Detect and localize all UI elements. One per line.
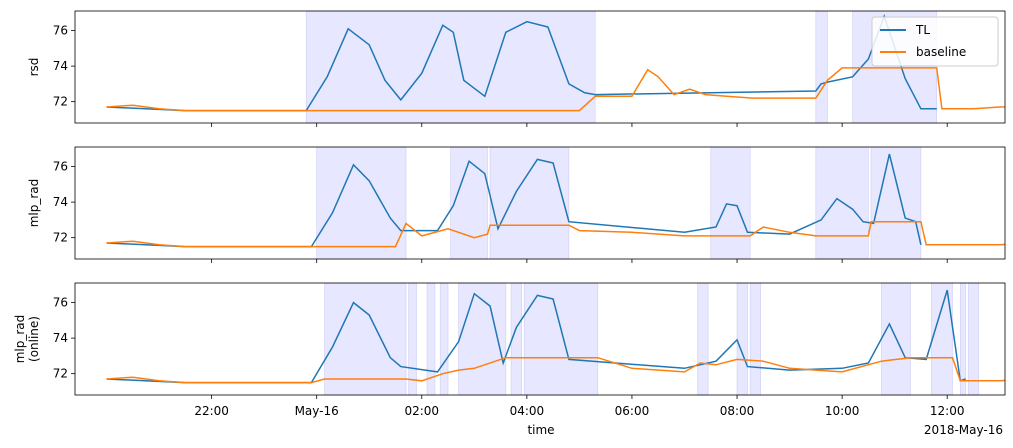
y-axis-label: mlp_rad (27, 179, 41, 228)
highlight-span (749, 282, 761, 396)
y-tick-label: 76 (53, 296, 68, 310)
y-axis-label-line: (online) (27, 316, 41, 362)
y-tick-label: 74 (53, 331, 68, 345)
y-axis-label: mlp_rad(online) (13, 315, 41, 364)
legend: TL baseline (871, 16, 999, 67)
y-tick-label: 76 (53, 160, 68, 174)
x-tick-label: May-16 (295, 404, 339, 418)
panel-3: 72 74 76 22:00 May-16 02:00 04:00 06:00 08:00 10:… (13, 282, 1006, 418)
y-axis-label-line: rsd (27, 58, 41, 77)
highlight-span (324, 282, 407, 396)
legend-label: TL (915, 23, 930, 37)
plot-frame (74, 10, 1006, 124)
plot-frame (74, 282, 1006, 396)
tl-line (106, 289, 966, 384)
highlight-span (439, 282, 449, 396)
highlight-span (408, 282, 417, 396)
highlight-span (450, 146, 488, 260)
highlight-span (523, 282, 599, 396)
highlight-span (305, 10, 596, 124)
y-axis-label-line: mlp_rad (13, 315, 27, 364)
y-tick-label: 72 (53, 95, 68, 109)
highlight-span (960, 282, 966, 396)
highlight-span (710, 146, 751, 260)
y-tick-label: 72 (53, 231, 68, 245)
highlight-span (489, 146, 570, 260)
y-tick-label: 72 (53, 367, 68, 381)
baseline-line (106, 356, 1005, 384)
y-tick-label: 76 (53, 24, 68, 38)
panel-1: 72 74 76 rsd (27, 10, 1006, 127)
highlight-span (967, 282, 980, 396)
baseline-line (106, 67, 1005, 112)
x-axis-label: time (527, 423, 554, 437)
legend-label: baseline (916, 45, 966, 59)
x-tick-label: 04:00 (510, 404, 545, 418)
y-axis-label-line: mlp_rad (27, 179, 41, 228)
x-tick-label: 06:00 (615, 404, 650, 418)
highlight-span (870, 146, 922, 260)
date-label: 2018-May-16 (924, 423, 1003, 437)
y-tick-label: 74 (53, 59, 68, 73)
tl-line (106, 153, 922, 248)
x-tick-label: 10:00 (825, 404, 860, 418)
y-axis-label: rsd (27, 58, 41, 77)
highlight-span (697, 282, 709, 396)
highlight-span (736, 282, 748, 396)
highlight-span (815, 10, 828, 124)
y-tick-label: 74 (53, 195, 68, 209)
plot-frame (74, 146, 1006, 260)
x-tick-label: 08:00 (720, 404, 755, 418)
x-tick-label: 02:00 (404, 404, 439, 418)
x-tick-label: 22:00 (194, 404, 229, 418)
baseline-line (106, 220, 1005, 248)
x-tick-label: 12:00 (930, 404, 965, 418)
highlight-span (316, 146, 407, 260)
panel-2: 72 74 76 mlp_rad (27, 146, 1006, 263)
